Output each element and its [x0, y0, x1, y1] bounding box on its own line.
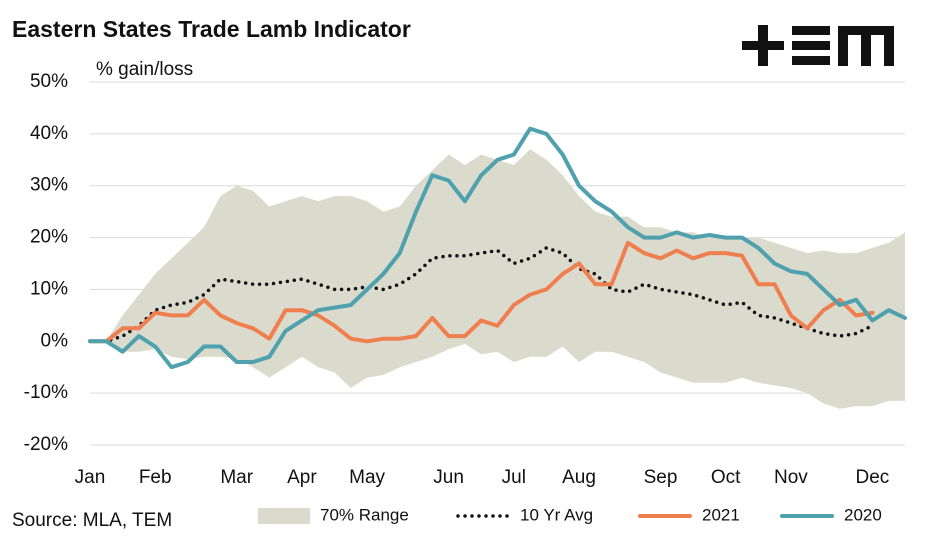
x-tick-label: Jul: [502, 467, 526, 488]
x-tick-label: Dec: [856, 467, 890, 488]
legend-label: 70% Range: [320, 505, 409, 524]
x-tick-label: Oct: [711, 467, 741, 488]
y-tick-label: 30%: [30, 175, 68, 196]
y-tick-label: -20%: [24, 434, 68, 455]
x-tick-label: Nov: [774, 467, 808, 488]
y-axis-label: % gain/loss: [96, 59, 193, 80]
y-tick-label: 20%: [30, 227, 68, 248]
legend-label: 2021: [702, 505, 740, 524]
x-tick-label: Jun: [433, 467, 464, 488]
y-tick-label: 50%: [30, 71, 68, 92]
x-tick-label: May: [349, 467, 385, 488]
range-area: [90, 149, 905, 409]
source-note: Source: MLA, TEM: [12, 510, 172, 531]
series-line: [88, 240, 875, 344]
x-tick-label: Jan: [75, 467, 106, 488]
x-tick-label: Feb: [139, 467, 172, 488]
x-tick-label: Mar: [220, 467, 253, 488]
logo: [742, 25, 894, 66]
y-tick-label: -10%: [24, 382, 68, 403]
x-tick-label: Apr: [287, 467, 317, 488]
y-tick-label: 10%: [30, 278, 68, 299]
legend-label: 10 Yr Avg: [520, 505, 593, 524]
y-tick-label: 0%: [41, 330, 69, 351]
y-tick-label: 40%: [30, 123, 68, 144]
chart-title: Eastern States Trade Lamb Indicator: [12, 16, 411, 42]
legend-swatch: [258, 508, 310, 524]
x-tick-label: Sep: [644, 467, 678, 488]
legend-label: 2020: [844, 505, 882, 524]
series-line: [88, 126, 907, 370]
x-tick-label: Aug: [562, 467, 596, 488]
